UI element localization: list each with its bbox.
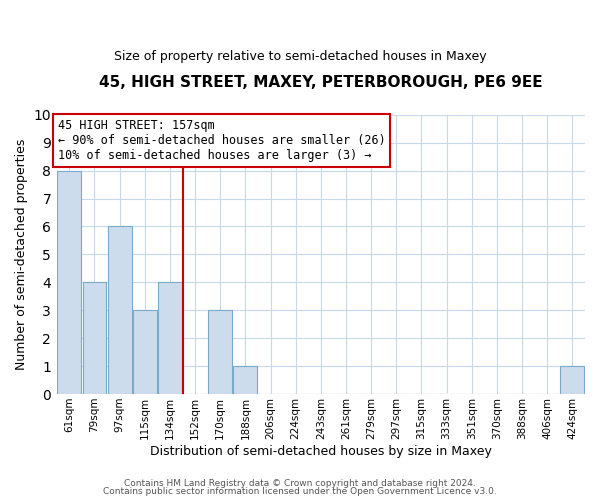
X-axis label: Distribution of semi-detached houses by size in Maxey: Distribution of semi-detached houses by …: [150, 444, 492, 458]
Title: 45, HIGH STREET, MAXEY, PETERBOROUGH, PE6 9EE: 45, HIGH STREET, MAXEY, PETERBOROUGH, PE…: [99, 75, 542, 90]
Bar: [107, 226, 131, 394]
Text: Size of property relative to semi-detached houses in Maxey: Size of property relative to semi-detach…: [113, 50, 487, 63]
Bar: [83, 282, 106, 394]
Bar: [233, 366, 257, 394]
Text: 45 HIGH STREET: 157sqm
← 90% of semi-detached houses are smaller (26)
10% of sem: 45 HIGH STREET: 157sqm ← 90% of semi-det…: [58, 119, 386, 162]
Bar: [560, 366, 584, 394]
Bar: [208, 310, 232, 394]
Y-axis label: Number of semi-detached properties: Number of semi-detached properties: [15, 138, 28, 370]
Bar: [133, 310, 157, 394]
Bar: [58, 170, 81, 394]
Bar: [158, 282, 182, 394]
Text: Contains HM Land Registry data © Crown copyright and database right 2024.: Contains HM Land Registry data © Crown c…: [124, 478, 476, 488]
Text: Contains public sector information licensed under the Open Government Licence v3: Contains public sector information licen…: [103, 487, 497, 496]
